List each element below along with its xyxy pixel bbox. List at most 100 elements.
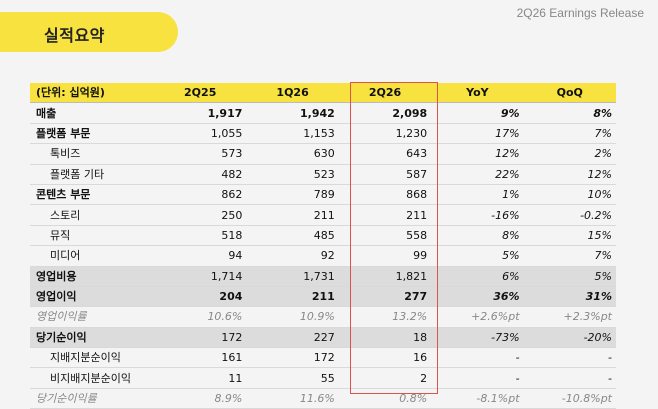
row-label: 영업이익: [30, 286, 154, 308]
row-label: 플랫폼 기타: [30, 164, 154, 185]
cell-2q26: 868: [338, 184, 432, 206]
cell-1q26: 211: [246, 204, 339, 226]
cell-2q26: 558: [338, 225, 432, 247]
cell-2q25: 94: [154, 245, 247, 267]
cell-2q25: 250: [154, 204, 247, 226]
cell-yoy: 8%: [431, 225, 524, 247]
row-label: 매출: [30, 102, 154, 124]
row-label: 지배지분순이익: [30, 347, 154, 369]
cell-2q26: 99: [338, 245, 432, 267]
table-row-net-income: 당기순이익 172 227 18 -73% -20%: [30, 327, 616, 349]
table-row-controlling-interest: 지배지분순이익 161 172 16 - -: [30, 347, 616, 369]
table-row-net-margin: 당기순이익률 8.9% 11.6% 0.8% -8.1%pt -10.8%pt: [30, 388, 616, 409]
earnings-summary-table: (단위: 십억원) 2Q25 1Q26 2Q26 YoY QoQ 매출 1,91…: [30, 83, 616, 409]
column-header-1q26: 1Q26: [246, 83, 339, 104]
cell-1q26: 211: [246, 286, 339, 308]
cell-yoy: 17%: [431, 123, 524, 145]
cell-2q26: 18: [338, 327, 432, 349]
column-header-yoy: YoY: [431, 83, 524, 104]
cell-2q25: 482: [154, 164, 247, 185]
table-row-operating-expenses: 영업비용 1,714 1,731 1,821 6% 5%: [30, 266, 616, 287]
table-row-talkbiz: 톡비즈 573 630 643 12% 2%: [30, 143, 616, 165]
cell-2q26: 2: [338, 367, 432, 389]
cell-qoq: 31%: [523, 286, 616, 308]
cell-2q25: 11: [154, 367, 247, 389]
cell-2q26: 16: [338, 347, 432, 369]
table-row-content: 콘텐츠 부문 862 789 868 1% 10%: [30, 184, 616, 206]
cell-2q26: 0.8%: [338, 388, 432, 409]
cell-2q26: 277: [338, 286, 432, 308]
cell-2q26: 13.2%: [338, 306, 432, 328]
cell-1q26: 227: [246, 327, 339, 349]
cell-2q26: 643: [338, 143, 432, 165]
table-row-platform-other: 플랫폼 기타 482 523 587 22% 12%: [30, 164, 616, 185]
cell-qoq: -20%: [523, 327, 616, 349]
column-header-2q25: 2Q25: [154, 83, 247, 104]
row-label: 당기순이익률: [30, 388, 154, 409]
row-label: 톡비즈: [30, 143, 154, 165]
cell-2q25: 862: [154, 184, 247, 206]
cell-qoq: +2.3%pt: [523, 306, 616, 328]
table-row-operating-profit: 영업이익 204 211 277 36% 31%: [30, 286, 616, 308]
cell-yoy: 5%: [431, 245, 524, 267]
cell-1q26: 1,731: [246, 266, 339, 287]
row-label: 영업비용: [30, 266, 154, 287]
cell-yoy: 6%: [431, 266, 524, 287]
cell-1q26: 92: [246, 245, 339, 267]
row-label: 콘텐츠 부문: [30, 184, 154, 206]
cell-qoq: 2%: [523, 143, 616, 165]
cell-2q26: 2,098: [338, 102, 432, 124]
table-row-story: 스토리 250 211 211 -16% -0.2%: [30, 204, 616, 226]
cell-1q26: 630: [246, 143, 339, 165]
cell-2q25: 573: [154, 143, 247, 165]
row-label: 당기순이익: [30, 327, 154, 349]
row-label: 비지배지분순이익: [30, 367, 154, 389]
cell-1q26: 485: [246, 225, 339, 247]
column-header-2q26: 2Q26: [338, 83, 432, 104]
cell-qoq: -10.8%pt: [523, 388, 616, 409]
row-label: 스토리: [30, 204, 154, 226]
cell-yoy: -16%: [431, 204, 524, 226]
cell-qoq: 12%: [523, 164, 616, 185]
cell-qoq: -: [523, 367, 616, 389]
cell-yoy: 1%: [431, 184, 524, 206]
cell-1q26: 11.6%: [246, 388, 339, 409]
row-label: 영업이익률: [30, 306, 154, 328]
cell-qoq: -0.2%: [523, 204, 616, 226]
page-title: 실적요약: [44, 26, 105, 45]
cell-1q26: 10.9%: [246, 306, 339, 328]
cell-qoq: 7%: [523, 123, 616, 145]
cell-yoy: -73%: [431, 327, 524, 349]
cell-qoq: 15%: [523, 225, 616, 247]
cell-yoy: 12%: [431, 143, 524, 165]
cell-2q25: 8.9%: [154, 388, 247, 409]
cell-2q26: 1,821: [338, 266, 432, 287]
cell-1q26: 1,153: [246, 123, 339, 145]
table-row-music: 뮤직 518 485 558 8% 15%: [30, 225, 616, 247]
cell-yoy: 36%: [431, 286, 524, 308]
cell-2q25: 1,917: [154, 102, 247, 124]
column-header-unit: (단위: 십억원): [30, 83, 154, 104]
cell-yoy: -: [431, 347, 524, 369]
cell-qoq: 8%: [523, 102, 616, 124]
row-label: 뮤직: [30, 225, 154, 247]
cell-qoq: 7%: [523, 245, 616, 267]
column-header-qoq: QoQ: [523, 83, 616, 104]
cell-2q25: 204: [154, 286, 247, 308]
cell-2q25: 161: [154, 347, 247, 369]
table-row-platform: 플랫폼 부문 1,055 1,153 1,230 17% 7%: [30, 123, 616, 145]
cell-yoy: +2.6%pt: [431, 306, 524, 328]
cell-2q25: 1,055: [154, 123, 247, 145]
row-label: 미디어: [30, 245, 154, 267]
cell-1q26: 172: [246, 347, 339, 369]
cell-1q26: 789: [246, 184, 339, 206]
cell-2q25: 518: [154, 225, 247, 247]
cell-2q26: 587: [338, 164, 432, 185]
cell-qoq: 5%: [523, 266, 616, 287]
cell-yoy: 9%: [431, 102, 524, 124]
table-row-revenue: 매출 1,917 1,942 2,098 9% 8%: [30, 102, 616, 124]
cell-qoq: 10%: [523, 184, 616, 206]
row-label: 플랫폼 부문: [30, 123, 154, 145]
cell-2q26: 211: [338, 204, 432, 226]
cell-2q26: 1,230: [338, 123, 432, 145]
